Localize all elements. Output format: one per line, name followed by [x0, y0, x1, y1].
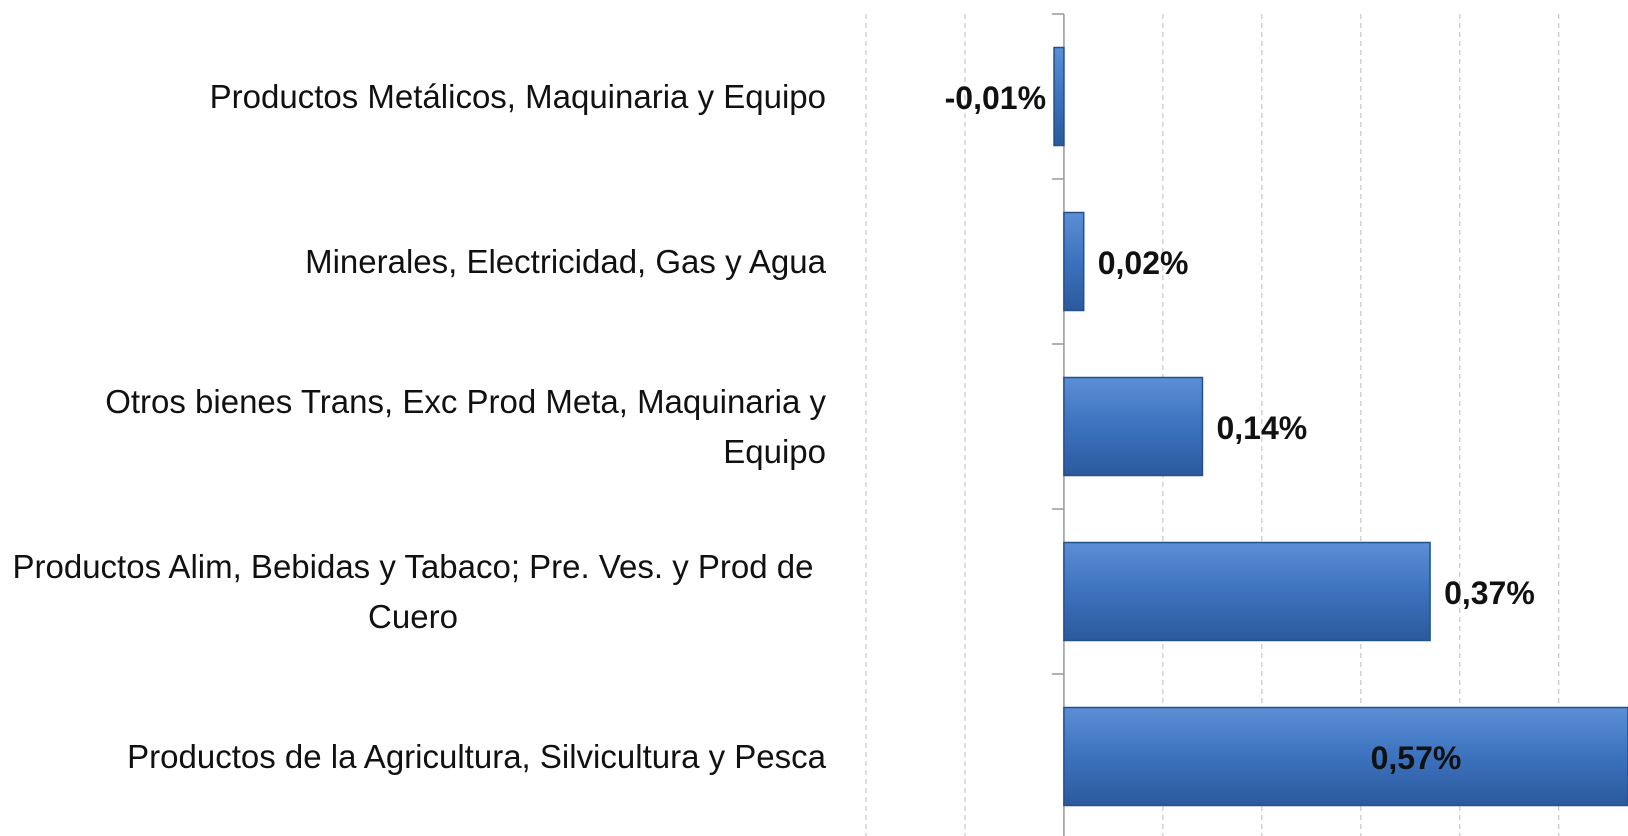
value-label: -0,01%: [945, 80, 1046, 116]
value-label: 0,37%: [1444, 575, 1535, 611]
category-label: Minerales, Electricidad, Gas y Agua: [305, 242, 826, 280]
bar: [1063, 211, 1085, 312]
bar: [1063, 541, 1431, 642]
bar: [1063, 706, 1628, 807]
value-label: 0,02%: [1098, 245, 1189, 281]
bar: [1053, 46, 1065, 147]
value-label: 0,14%: [1216, 410, 1307, 446]
category-label: Productos Metálicos, Maquinaria y Equipo: [209, 77, 826, 115]
category-label: Otros bienes Trans, Exc Prod Meta, Maqui…: [105, 382, 826, 470]
value-label: 0,57%: [1371, 740, 1462, 776]
category-label: Productos de la Agricultura, Silvicultur…: [127, 737, 826, 775]
category-label: Productos Alim, Bebidas y Tabaco; Pre. V…: [12, 547, 814, 635]
bar: [1063, 376, 1204, 477]
